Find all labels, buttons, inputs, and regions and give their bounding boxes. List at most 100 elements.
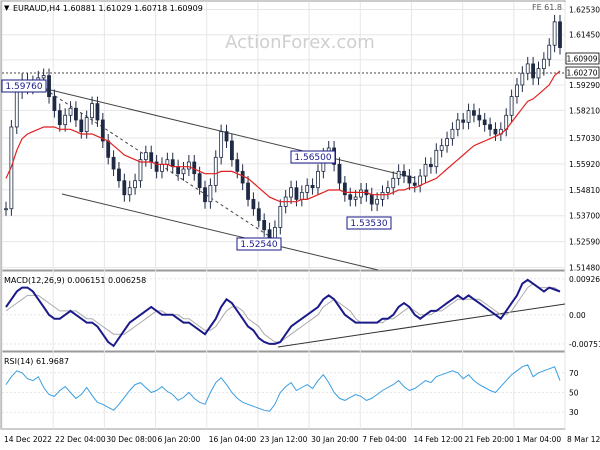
time-tick-label: 16 Jan 04:00 (209, 435, 257, 444)
time-tick-label: 23 Jan 12:00 (260, 435, 308, 444)
candle-body (95, 103, 100, 121)
time-tick-label: 22 Dec 04:00 (55, 435, 106, 444)
candle-body (289, 187, 293, 198)
candle-body (547, 44, 552, 60)
candle-body (251, 198, 256, 210)
candle-body (230, 140, 234, 161)
moving-average-line (5, 70, 561, 203)
time-tick-label: 6 Jan 20:00 (158, 435, 201, 444)
candle-body (273, 227, 277, 240)
candle-body (165, 159, 170, 165)
candle-body (14, 91, 19, 128)
macd-series-layer (5, 278, 561, 348)
price-series-layer (4, 14, 562, 247)
price-annotations: 1.59760 1.56500 1.52540 1.53530 (1, 79, 392, 251)
macd-tick-label: -0.007517 (569, 340, 600, 349)
candle-body (90, 103, 94, 119)
candle-body (106, 140, 111, 158)
candle-body (455, 119, 460, 130)
candle-body (117, 168, 121, 182)
time-tick-label: 14 Dec 2022 (4, 435, 52, 444)
mid-label-text: 1.56500 (294, 153, 331, 163)
price-tick-label: 1.54810 (569, 186, 600, 195)
candle-body (246, 182, 250, 200)
candle-body (536, 68, 541, 79)
candle-body (310, 184, 315, 189)
macd-main-line (5, 278, 561, 348)
symbol-header: EURAUD,H4 1.60881 1.61029 1.60718 1.6090… (13, 4, 203, 13)
rsi-header: RSI(14) 61.9687 (4, 357, 69, 366)
time-tick-label: 14 Feb 12:00 (413, 435, 462, 444)
candle-body (375, 198, 380, 205)
price-tick-label: 1.57030 (569, 134, 600, 143)
candle-body (439, 145, 444, 151)
candle-body (143, 152, 148, 161)
candle-body (396, 170, 401, 179)
dotted-level-text: 1.60270 (566, 69, 597, 78)
candle-body (337, 163, 342, 184)
rsi-series-layer (5, 364, 561, 412)
candle-body (57, 110, 62, 126)
candle-body (74, 107, 78, 121)
candle-body (477, 114, 482, 121)
candle-body (531, 63, 536, 79)
candle-body (316, 170, 320, 189)
low2-label-text: 1.53530 (350, 219, 387, 229)
candle-body (63, 114, 68, 126)
candle-body (412, 182, 417, 186)
price-tick-label: 1.55920 (569, 160, 600, 169)
candle-body (176, 166, 181, 175)
collapse-triangle-icon[interactable]: ▼ (4, 4, 10, 12)
candle-body (423, 163, 428, 177)
candle-body (509, 96, 514, 116)
mid-label-box: 1.56500 (290, 150, 336, 164)
candle-body (240, 170, 245, 184)
candle-body (262, 220, 267, 231)
candle-body (192, 161, 197, 175)
time-tick-label: 21 Feb 20:00 (465, 435, 514, 444)
candle-body (294, 187, 299, 200)
grid-lines (1, 2, 566, 429)
macd-signal-line (5, 283, 561, 343)
header-texts: EURAUD,H4 1.60881 1.61029 1.60718 1.6090… (4, 3, 562, 366)
time-tick-label: 8 Mar 12:00 (567, 435, 600, 444)
macd-tick-label: 0.009263 (569, 275, 600, 284)
candle-body (466, 110, 471, 123)
candle-body (461, 119, 466, 123)
high-label-box: 1.59760 (1, 79, 47, 93)
candle-body (4, 208, 8, 211)
candle-body (402, 170, 406, 177)
candle-body (154, 161, 159, 172)
macd-tick-label: 0.00 (569, 311, 586, 320)
channel-lower-line (61, 193, 379, 271)
candle-body (525, 63, 530, 74)
candle-body (407, 175, 412, 184)
candle-body (380, 191, 385, 200)
candle-body (488, 124, 492, 130)
candle-body (181, 168, 186, 175)
candle-body (353, 196, 358, 200)
candle-body (359, 189, 363, 198)
candle-body (224, 131, 229, 142)
high-label-text: 1.59760 (5, 82, 42, 92)
candle-body (138, 159, 143, 182)
macd-trendline (277, 303, 566, 348)
candle-body (79, 119, 84, 133)
candle-body (208, 184, 213, 203)
price-tick-label: 1.62530 (569, 5, 600, 14)
price-tick-label: 1.61450 (569, 31, 600, 40)
candle-body (122, 180, 127, 196)
candle-body (186, 161, 191, 170)
candle-body (342, 182, 347, 196)
macd-header: MACD(12,26,9) 0.006151 0.006258 (4, 276, 146, 285)
time-tick-label: 7 Feb 04:00 (362, 435, 407, 444)
candle-body (558, 21, 562, 48)
candle-body (47, 75, 51, 98)
rsi-tick-label: 30 (569, 408, 579, 417)
candle-body (450, 128, 455, 140)
candle-body (493, 128, 498, 135)
candle-body (133, 180, 137, 189)
candle-body (391, 177, 396, 189)
candle-body (369, 194, 374, 205)
